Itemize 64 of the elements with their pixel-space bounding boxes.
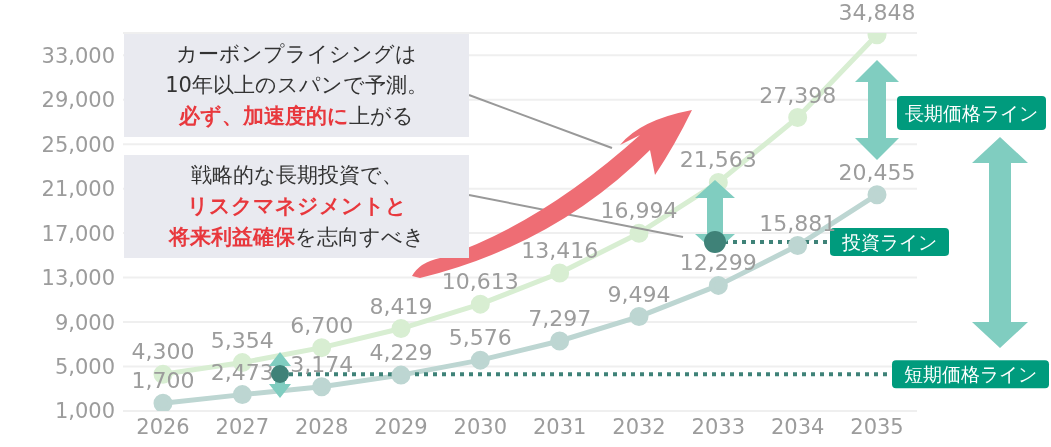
point [550,263,570,283]
x-tick-label: 2027 [215,414,270,439]
annotation: 上がる [349,104,414,128]
data-label: 4,229 [369,340,433,366]
ref-line-label: 短期価格ライン [904,363,1037,386]
data-label: 10,613 [441,269,519,295]
point [470,350,490,370]
point [550,331,570,351]
point [629,307,649,327]
data-label: 20,455 [838,159,916,185]
y-tick-label: 29,000 [41,88,115,113]
point [232,385,252,405]
data-label: 1,700 [131,368,195,394]
x-tick-label: 2026 [136,414,190,439]
data-label: 7,297 [528,305,592,331]
x-tick-label: 2030 [453,414,508,439]
point [153,393,173,411]
y-tick-label: 9,000 [54,310,115,335]
x-tick-label: 2035 [850,414,904,439]
data-label: 5,354 [210,327,274,353]
data-label: 6,700 [290,312,354,338]
x-tick-label: 2031 [532,414,587,439]
y-tick-label: 1,000 [54,399,115,424]
data-label: 21,563 [679,147,757,173]
data-label: 16,994 [600,198,678,224]
data-label: 27,398 [759,82,837,108]
data-label: 4,300 [131,339,195,365]
data-label: 8,419 [369,293,433,319]
point [391,365,411,385]
y-tick-label: 5,000 [54,354,115,379]
y-tick-label: 25,000 [41,132,115,157]
point [867,185,887,205]
annotation: 10年以上のスパンで予測。 [165,73,428,97]
y-tick-label: 21,000 [41,177,115,202]
point [391,319,411,339]
point [470,294,490,314]
data-label: 13,416 [521,237,599,263]
y-tick-label: 13,000 [41,266,115,291]
data-label: 5,576 [448,325,512,351]
x-tick-label: 2033 [691,414,746,439]
x-tick-label: 2034 [770,414,825,439]
data-label: 2,473 [210,359,274,385]
annotation: 必ず、加速度的に [179,104,349,128]
annotation: 戦略的な長期投資で、 [190,163,403,187]
x-tick-label: 2029 [374,414,428,439]
data-label: 34,848 [838,0,916,25]
annotation: 将来利益確保 [168,225,295,249]
point [312,377,332,397]
data-label: 12,299 [679,250,757,276]
y-tick-label: 17,000 [41,221,115,246]
ref-line-label: 投資ライン [841,231,937,254]
data-label: 9,494 [607,281,671,307]
annotation: を志向すべき [294,225,425,249]
annotation: 長期価格ライン [897,96,1046,130]
x-tick-label: 2028 [294,414,349,439]
point [312,338,332,358]
point [788,108,808,128]
point [708,275,728,295]
annotation: リスクマネジメントと [186,194,407,218]
x-tick-label: 2032 [612,414,666,439]
y-tick-label: 33,000 [41,43,115,68]
data-label: 3,174 [290,351,354,377]
annotation: カーボンプライシングは [176,42,417,66]
point [788,236,808,256]
